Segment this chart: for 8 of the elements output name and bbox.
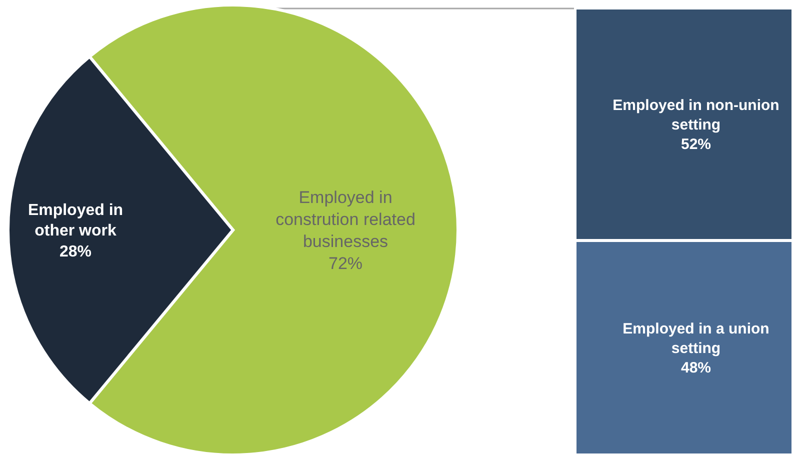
data-label: 52% [680, 136, 712, 153]
data-label: 72% [328, 254, 363, 274]
data-label: 48% [680, 359, 712, 376]
series-label: Employed in non-union setting [612, 96, 780, 134]
data-label: 28% [59, 243, 92, 260]
slice-label: Employed in other work [28, 202, 124, 240]
slice-label: Employed in constrution related businesses [276, 188, 416, 251]
series-label: Employed in a union setting [622, 320, 770, 357]
